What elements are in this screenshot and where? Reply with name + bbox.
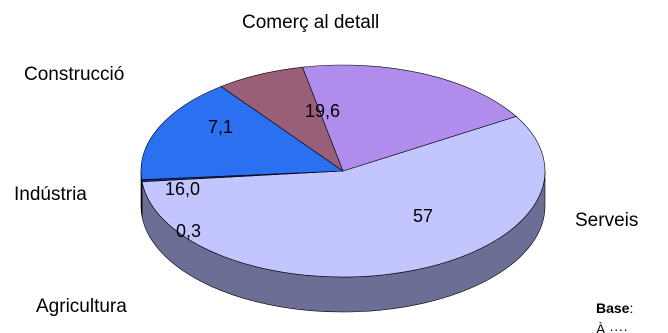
footnote-rest: : [629, 300, 634, 316]
label-comerc: Comerç al detall [242, 12, 380, 33]
value-label-3: 7,1 [208, 117, 233, 137]
label-construccio: Construcció [24, 64, 125, 85]
value-label-0: 57 [413, 206, 433, 226]
footnote: Base: [596, 300, 633, 316]
footnote-line-2: À ···· [596, 322, 628, 333]
label-agricultura: Agricultura [36, 296, 127, 317]
label-serveis: Serveis [575, 210, 639, 231]
slice-0 [141, 116, 546, 278]
value-label-1: 0,3 [176, 221, 201, 241]
slice-2 [140, 86, 344, 181]
value-label-2: 16,0 [165, 179, 200, 199]
slice-4 [302, 64, 517, 172]
label-industria: Indústria [14, 184, 87, 205]
footnote-bold: Base [596, 300, 630, 316]
value-label-4: 19,6 [305, 101, 340, 121]
